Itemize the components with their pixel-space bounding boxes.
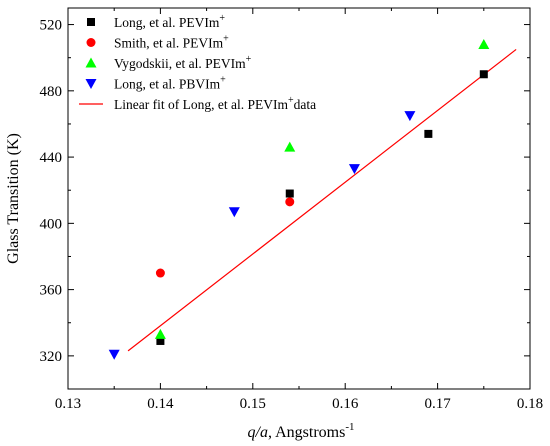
legend-marker-1 — [87, 18, 95, 26]
data-point-series-3 — [478, 38, 490, 49]
y-tick-label: 440 — [40, 150, 63, 166]
y-tick-label: 480 — [40, 84, 63, 100]
data-point-series-3 — [284, 141, 296, 152]
linear-fit-line — [127, 48, 517, 352]
legend-label-4: Long, et al. PBVIm+ — [114, 75, 226, 92]
x-tick-label: 0.16 — [332, 396, 359, 412]
x-tick-label: 0.14 — [147, 396, 174, 412]
data-points-layer — [108, 38, 490, 360]
data-point-series-1 — [479, 70, 488, 79]
legend-marker-4 — [85, 79, 97, 89]
x-axis-title: q/a, Angstroms-1 — [248, 421, 355, 441]
legend-marker-2 — [86, 38, 96, 47]
data-point-series-1 — [424, 129, 433, 138]
y-axis-title: Glass Transition (K) — [5, 133, 22, 264]
axis-tick-labels: 0.13 0.14 0.15 0.16 0.17 0.18 320 360 400 440 480 5… — [40, 18, 544, 412]
legend-label-1: Long, et al. PEVIm+ — [114, 13, 225, 30]
data-point-series-1 — [156, 336, 165, 345]
x-tick-label: 0.15 — [240, 396, 266, 412]
x-tick-label: 0.13 — [55, 396, 81, 412]
y-tick-label: 320 — [40, 349, 63, 365]
x-tick-label: 0.18 — [517, 396, 543, 412]
data-point-series-4 — [228, 207, 240, 218]
data-point-series-1 — [285, 189, 294, 198]
data-point-series-4 — [348, 164, 360, 175]
data-point-series-2 — [285, 197, 295, 207]
x-tick-label: 0.17 — [424, 396, 451, 412]
y-tick-label: 400 — [40, 216, 63, 232]
legend-label-fit: Linear fit of Long, et al. PEVIm+data — [114, 95, 316, 112]
y-tick-label: 520 — [40, 18, 63, 34]
data-point-series-3 — [154, 328, 166, 339]
legend: Long, et al. PEVIm+ Smith, et al. PEVIm+ V… — [79, 13, 316, 112]
data-point-series-4 — [404, 111, 416, 122]
data-point-series-2 — [155, 268, 165, 278]
plot-frame — [67, 7, 531, 390]
legend-label-2: Smith, et al. PEVIm+ — [114, 34, 229, 51]
fit-line-layer — [127, 48, 517, 352]
legend-marker-3 — [85, 57, 97, 68]
legend-label-3: Vygodskii, et al. PEVIm+ — [114, 54, 252, 71]
y-tick-label: 360 — [40, 283, 63, 299]
data-point-series-4 — [108, 349, 120, 360]
